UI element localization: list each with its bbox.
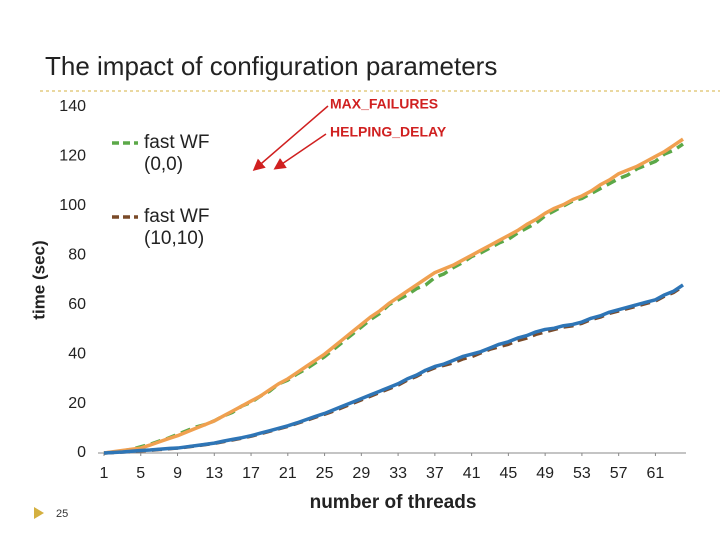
- y-tick-label: 0: [77, 444, 86, 461]
- series-line: [103, 283, 684, 455]
- x-tick-label: 13: [205, 465, 223, 482]
- legend-swatch: [112, 141, 138, 145]
- x-tick-label: 53: [573, 465, 591, 482]
- y-tick-label: 20: [68, 395, 86, 412]
- arrow: [252, 105, 329, 171]
- x-tick-label: 1: [100, 465, 109, 482]
- x-tick-label: 9: [173, 465, 182, 482]
- x-tick-label: 5: [136, 465, 145, 482]
- y-tick-label: 140: [59, 98, 86, 115]
- y-tick-label: 40: [68, 345, 86, 362]
- legend-entry: fast WF (0,0): [110, 132, 310, 176]
- legend-swatch: [112, 215, 138, 219]
- x-tick-label: 45: [499, 465, 517, 482]
- x-tick-label: 49: [536, 465, 554, 482]
- x-tick-label: 41: [463, 465, 481, 482]
- x-tick-label: 25: [316, 465, 334, 482]
- annotation: MAX_FAILURES: [330, 96, 438, 112]
- y-tick-label: 80: [68, 247, 86, 264]
- x-axis-label: number of threads: [310, 492, 477, 513]
- series-line: [103, 137, 684, 455]
- bullet: [34, 507, 44, 519]
- x-tick-label: 29: [352, 465, 370, 482]
- x-tick-label: 17: [242, 465, 260, 482]
- y-axis-label: time (sec): [29, 240, 48, 319]
- arrow: [273, 133, 327, 170]
- slide-title: The impact of configuration parameters: [45, 51, 497, 81]
- y-tick-label: 60: [68, 296, 86, 313]
- annotation: HELPING_DELAY: [330, 124, 447, 140]
- y-tick-label: 100: [59, 197, 86, 214]
- legend-label: fast WF (10,10): [144, 206, 210, 249]
- x-tick-label: 57: [610, 465, 628, 482]
- x-tick-label: 61: [647, 465, 665, 482]
- legend-label: fast WF (0,0): [144, 132, 210, 175]
- legend-entry: fast WF (10,10): [110, 206, 310, 250]
- page-number: 25: [56, 508, 68, 520]
- y-tick-label: 120: [59, 148, 86, 165]
- x-tick-label: 33: [389, 465, 407, 482]
- x-tick-label: 37: [426, 465, 444, 482]
- series-line: [103, 284, 684, 455]
- x-tick-label: 21: [279, 465, 297, 482]
